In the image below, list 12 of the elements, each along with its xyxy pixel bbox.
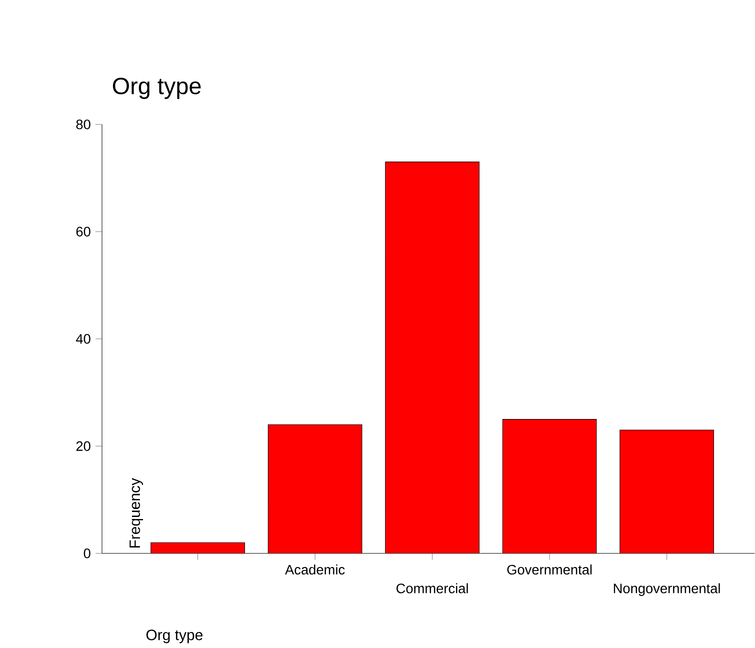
y-axis-title: Frequency <box>130 478 144 548</box>
x-tick-label: Nongovernmental <box>614 583 720 596</box>
x-tick-label: Academic <box>285 564 345 575</box>
x-tick-label: Commercial <box>396 583 468 594</box>
y-tick-label: 40 <box>76 334 90 344</box>
chart-title: Org type <box>112 78 201 100</box>
y-tick-label: 60 <box>76 227 90 237</box>
y-tick-label: 0 <box>84 548 90 558</box>
y-tick-label: 20 <box>76 442 90 452</box>
x-axis-title: Org type <box>146 630 202 644</box>
y-tick-label: 80 <box>76 120 90 130</box>
x-tick-label: Governmental <box>507 564 592 575</box>
